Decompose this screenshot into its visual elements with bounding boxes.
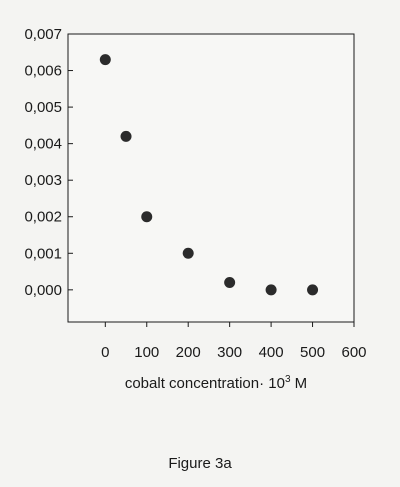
- plot-area: [67, 33, 355, 323]
- data-point: [307, 284, 319, 296]
- x-axis-title-exponent: 3: [285, 374, 291, 385]
- y-tick-label: 0,006: [24, 63, 62, 80]
- x-axis-title-unit: M: [291, 375, 308, 392]
- x-axis: 0 100 200 300 400 500 600: [101, 322, 367, 361]
- y-tick-label: 0,004: [24, 136, 62, 153]
- data-point: [120, 130, 132, 142]
- y-tick-label: 0,002: [24, 209, 62, 226]
- x-axis-title: cobalt concentration· 103 M: [125, 374, 307, 392]
- y-tick-label: 0,000: [24, 282, 62, 299]
- data-point: [224, 277, 236, 289]
- y-tick-label: 0,003: [24, 172, 62, 189]
- x-tick-label: 100: [134, 344, 159, 361]
- data-point: [182, 247, 194, 259]
- data-point: [265, 284, 277, 296]
- x-tick-label: 600: [341, 344, 366, 361]
- x-tick-label: 300: [217, 344, 242, 361]
- x-tick-label: 200: [176, 344, 201, 361]
- data-point: [99, 54, 111, 66]
- x-tick-label: 500: [300, 344, 325, 361]
- x-axis-title-main: cobalt concentration· 10: [125, 375, 285, 392]
- x-tick-label: 400: [259, 344, 284, 361]
- y-axis: 0,000 0,001 0,002 0,003 0,004 0,005 0,006 0,007: [24, 26, 73, 299]
- data-series: [99, 54, 319, 296]
- y-tick-label: 0,007: [24, 26, 62, 43]
- y-tick-label: 0,001: [24, 245, 62, 262]
- x-tick-label: 0: [101, 344, 109, 361]
- figure-caption: Figure 3a: [168, 455, 232, 472]
- y-tick-label: 0,005: [24, 99, 62, 116]
- data-point: [141, 211, 153, 223]
